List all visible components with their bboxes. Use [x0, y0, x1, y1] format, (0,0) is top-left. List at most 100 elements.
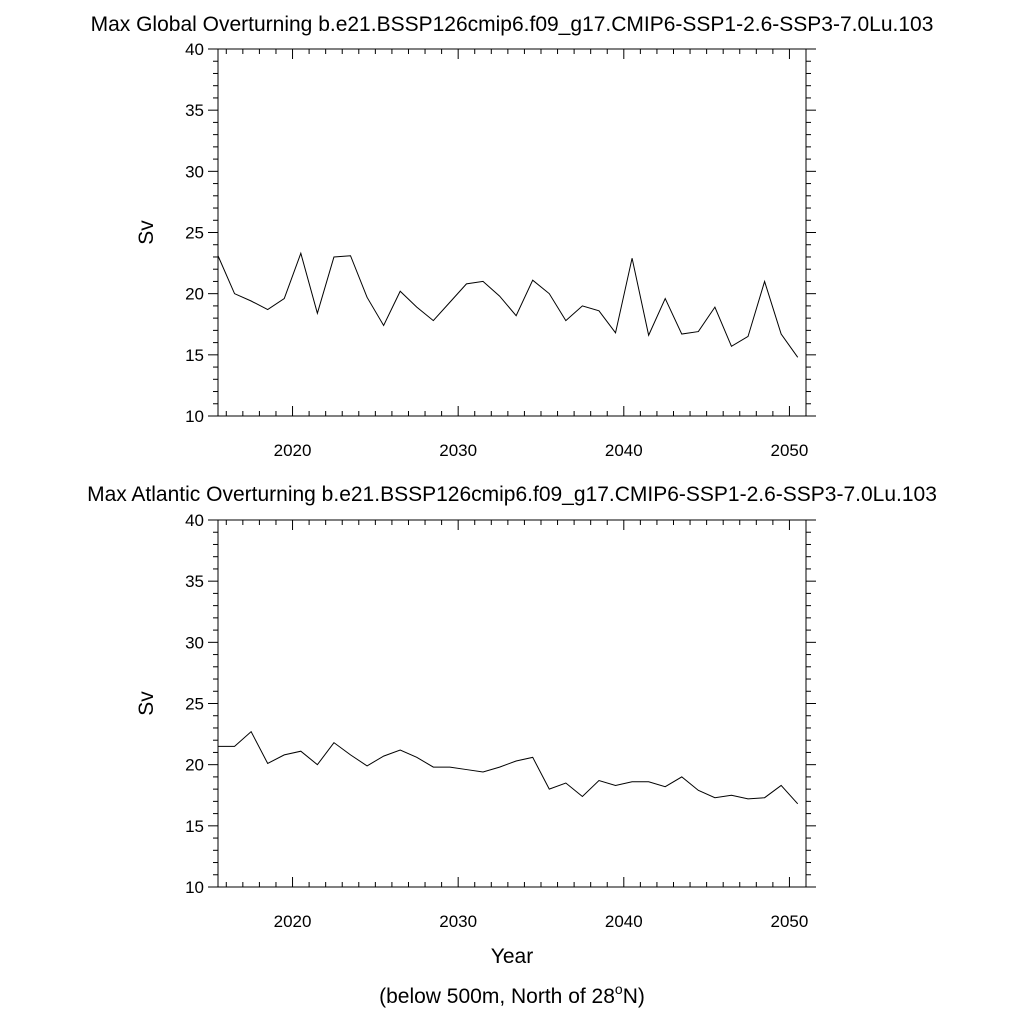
atlantic-data-point	[797, 803, 799, 805]
atlantic-data-point	[532, 757, 534, 759]
atlantic-x-axis-label: Year	[491, 945, 533, 968]
global-data-point	[317, 312, 319, 314]
global-data-point	[780, 333, 782, 335]
global-data-point	[797, 356, 799, 358]
figure-caption-main: (below 500m, North of 28	[379, 985, 615, 1008]
atlantic-data-point	[283, 754, 285, 756]
atlantic-data-point	[250, 731, 252, 733]
global-data-point	[217, 255, 219, 257]
atlantic-data-point	[466, 769, 468, 771]
atlantic-data-point	[433, 766, 435, 768]
atlantic-data-point	[764, 797, 766, 799]
atlantic-data-point	[366, 765, 368, 767]
global-data-point	[350, 255, 352, 257]
atlantic-y-tick-label: 15	[185, 817, 204, 836]
global-y-axis-label: Sv	[135, 220, 158, 245]
global-y-tick-label: 15	[185, 346, 204, 365]
global-data-point	[681, 333, 683, 335]
atlantic-data-point	[217, 746, 219, 748]
atlantic-y-tick-label: 40	[185, 511, 204, 530]
global-data-point	[366, 297, 368, 299]
global-data-point	[399, 290, 401, 292]
atlantic-chart-title: Max Atlantic Overturning b.e21.BSSP126cm…	[87, 483, 937, 506]
global-x-tick-label: 2020	[274, 441, 312, 460]
global-y-tick-label: 20	[185, 285, 204, 304]
global-data-point	[515, 315, 517, 317]
figure-caption-end: N)	[623, 985, 645, 1008]
atlantic-data-point	[399, 749, 401, 751]
global-y-tick-label: 10	[185, 407, 204, 426]
global-data-point	[300, 252, 302, 254]
atlantic-data-point	[648, 781, 650, 783]
global-y-tick-label: 30	[185, 162, 204, 181]
global-data-point	[582, 305, 584, 307]
global-y-tick-label: 40	[185, 40, 204, 59]
atlantic-data-point	[698, 790, 700, 792]
global-data-point	[283, 298, 285, 300]
global-data-point	[267, 309, 269, 311]
atlantic-data-point	[598, 780, 600, 782]
atlantic-data-point	[747, 798, 749, 800]
atlantic-y-tick-label: 25	[185, 695, 204, 714]
atlantic-data-point	[350, 754, 352, 756]
atlantic-x-tick-label: 2040	[605, 912, 643, 931]
atlantic-data-point	[267, 763, 269, 765]
panel-global: Max Global Overturning b.e21.BSSP126cmip…	[91, 13, 934, 460]
atlantic-data-point	[681, 776, 683, 778]
atlantic-x-tick-label: 2030	[439, 912, 477, 931]
global-data-point	[466, 283, 468, 285]
atlantic-data-point	[515, 760, 517, 762]
global-data-point	[548, 293, 550, 295]
global-data-point	[234, 293, 236, 295]
global-data-point	[499, 295, 501, 297]
global-data-point	[698, 331, 700, 333]
atlantic-data-point	[664, 786, 666, 788]
global-data-point	[383, 325, 385, 327]
global-data-point	[565, 320, 567, 322]
global-data-point	[532, 279, 534, 281]
atlantic-x-tick-label: 2020	[274, 912, 312, 931]
figure-caption: (below 500m, North of 28oN)	[379, 981, 645, 1008]
global-data-point	[764, 281, 766, 283]
global-data-point	[714, 306, 716, 308]
global-data-point	[416, 306, 418, 308]
global-plot-frame	[217, 48, 807, 417]
global-x-tick-label: 2040	[605, 441, 643, 460]
atlantic-y-tick-label: 20	[185, 756, 204, 775]
atlantic-data-point	[482, 771, 484, 773]
global-data-point	[664, 298, 666, 300]
atlantic-data-point	[548, 788, 550, 790]
global-x-tick-label: 2030	[439, 441, 477, 460]
global-data-point	[631, 257, 633, 259]
atlantic-data-point	[333, 742, 335, 744]
global-series-line	[217, 251, 799, 358]
atlantic-data-point	[499, 766, 501, 768]
atlantic-y-axis-label: Sv	[135, 691, 158, 716]
atlantic-series-line	[218, 730, 799, 805]
global-data-point	[449, 301, 451, 303]
global-data-point	[731, 345, 733, 347]
atlantic-data-point	[780, 785, 782, 787]
global-x-tick-label: 2050	[771, 441, 809, 460]
global-data-point	[648, 334, 650, 336]
atlantic-data-point	[317, 764, 319, 766]
global-y-tick-label: 25	[185, 224, 204, 243]
atlantic-y-tick-label: 10	[185, 878, 204, 897]
atlantic-y-tick-label: 30	[185, 633, 204, 652]
atlantic-data-point	[731, 794, 733, 796]
global-data-point	[598, 310, 600, 312]
atlantic-data-point	[631, 781, 633, 783]
global-data-point	[433, 320, 435, 322]
atlantic-data-point	[234, 746, 236, 748]
atlantic-x-tick-label: 2050	[771, 912, 809, 931]
atlantic-data-point	[582, 796, 584, 798]
atlantic-data-point	[449, 766, 451, 768]
global-data-point	[333, 256, 335, 258]
global-data-point	[615, 332, 617, 334]
global-data-point	[747, 336, 749, 338]
atlantic-data-point	[300, 750, 302, 752]
atlantic-data-point	[565, 782, 567, 784]
atlantic-data-point	[383, 755, 385, 757]
atlantic-y-tick-label: 35	[185, 572, 204, 591]
